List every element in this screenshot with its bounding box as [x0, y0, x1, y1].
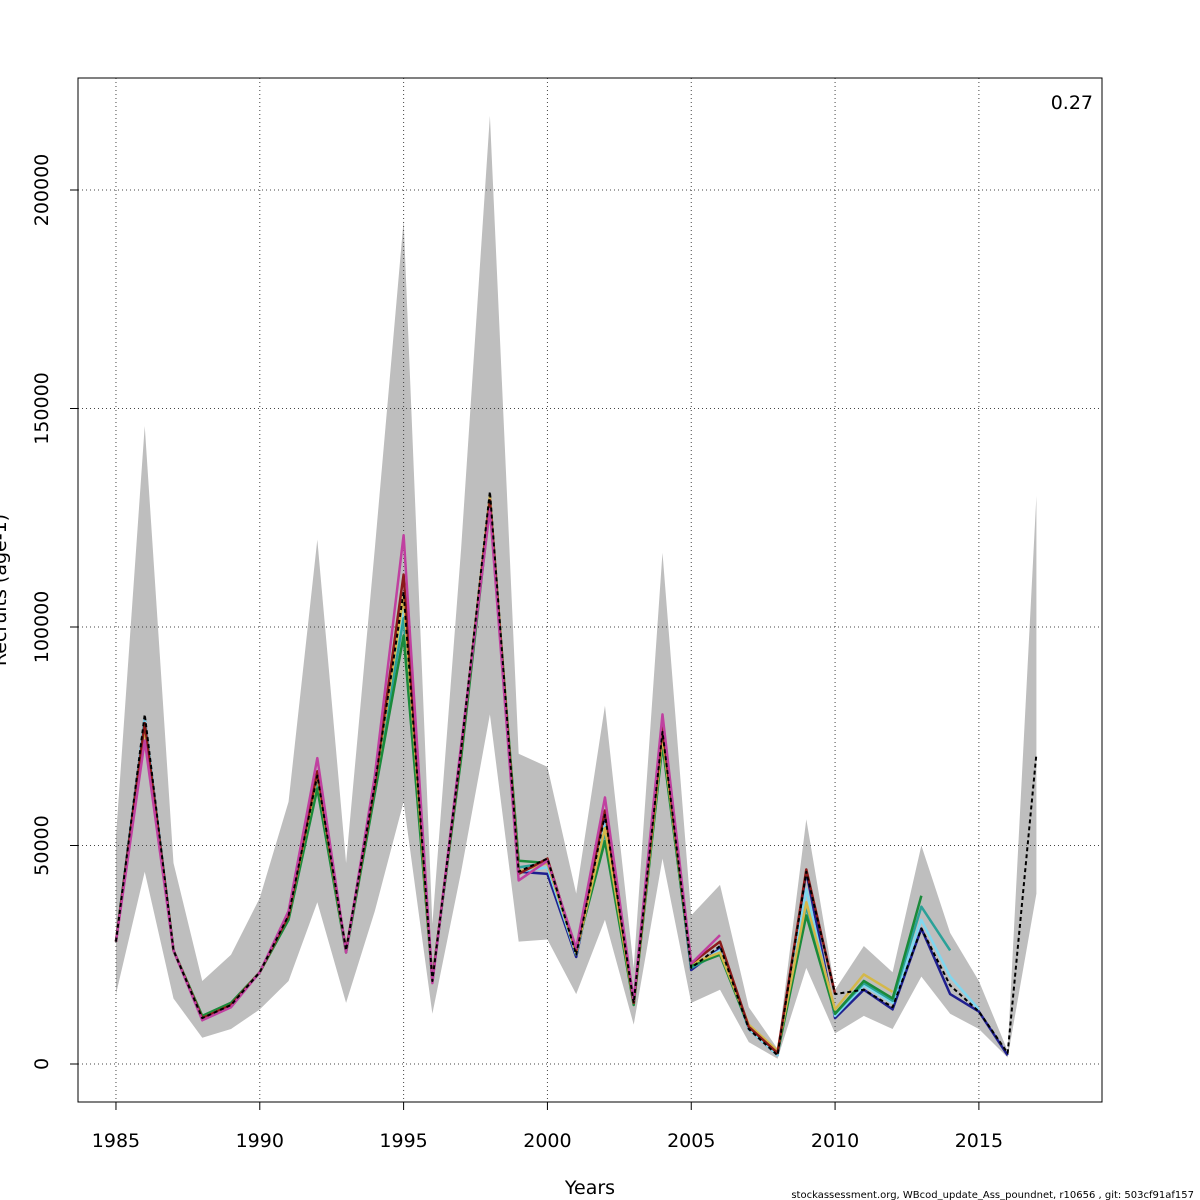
y-tick-label: 200000 [31, 154, 53, 227]
x-tick-label: 1990 [236, 1130, 284, 1152]
x-tick-label: 2005 [667, 1130, 715, 1152]
y-tick-label: 150000 [31, 372, 53, 445]
confidence-band [115, 115, 1037, 1059]
x-axis-label: Years [564, 1177, 615, 1199]
x-tick-label: 2010 [811, 1130, 859, 1152]
x-tick-label: 1995 [379, 1130, 427, 1152]
y-tick-label: 0 [31, 1058, 53, 1070]
x-tick-label: 2015 [955, 1130, 1003, 1152]
series-line [114, 507, 721, 1022]
y-axis-label: Recruits (age-1) [0, 514, 11, 666]
y-tick-label: 50000 [31, 815, 53, 875]
x-tick-label: 2000 [523, 1130, 571, 1152]
plot-frame [77, 77, 1103, 1103]
footer: stockassessment.org, WBcod_update_Ass_po… [791, 1190, 1194, 1200]
series-line [114, 490, 1038, 1057]
x-tick-label: 1985 [92, 1130, 140, 1152]
y-tick-label: 100000 [31, 591, 53, 664]
annotation: 0.27 [1051, 92, 1093, 114]
